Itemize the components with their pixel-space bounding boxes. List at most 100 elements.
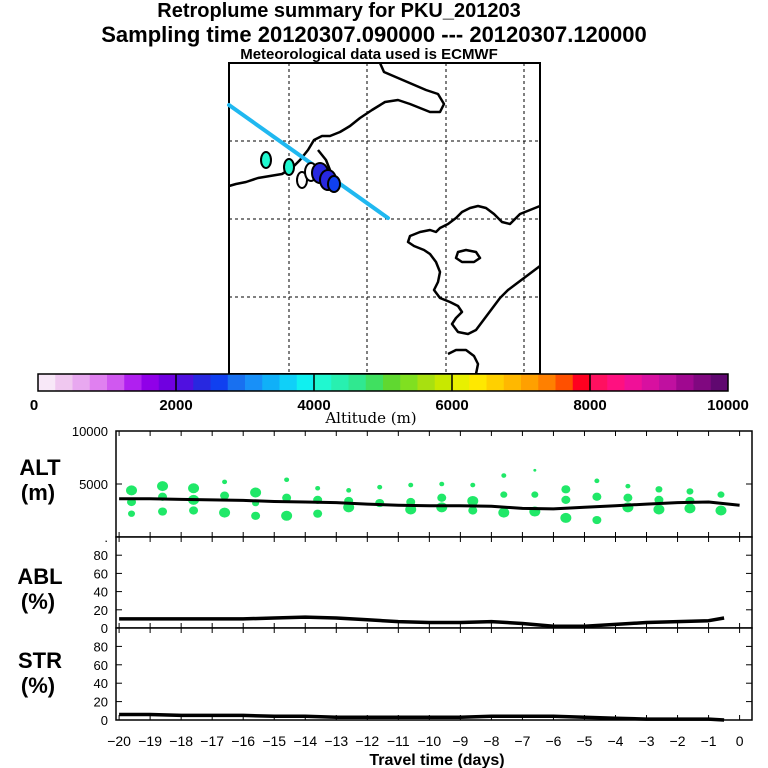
alt-point [126,485,138,496]
colorbar-swatch [365,374,384,391]
x-tick-label: −5 [576,733,592,749]
x-tick-label: −13 [324,733,348,749]
x-tick-label: −2 [670,733,686,749]
colorbar-swatch [38,374,56,391]
colorbar-frame [37,373,729,392]
alt-point [623,493,633,502]
x-tick-label: −3 [639,733,655,749]
y-tick-label: . [104,530,108,545]
alt-point [561,495,571,504]
x-tick-label: −17 [200,733,224,749]
x-tick-label: 0 [736,733,744,749]
alt-point [686,488,694,495]
x-tick-label: −11 [387,733,410,749]
colorbar-swatch [89,374,108,391]
panel-unit: (%) [21,673,55,698]
x-tick-label: −4 [608,733,624,749]
plume-blobs [260,151,341,193]
colorbar-swatch [486,374,505,391]
alt-point [533,468,537,472]
alt-point [219,507,231,518]
colorbar-swatch [607,374,625,391]
x-tick-label: −16 [231,733,255,749]
figure-title: Retroplume summary for PKU_201203 [157,0,521,22]
colorbar-swatch [400,374,418,391]
series-line [119,497,740,511]
y-tick-label: 0 [101,713,108,728]
alt-point [157,481,169,492]
alt-point [282,493,292,502]
colorbar-swatch [210,374,229,391]
alt-point [251,511,261,520]
panel-frame [115,430,753,538]
x-tick-label: −18 [169,733,193,749]
colorbar-swatch [124,374,142,391]
colorbar-swatch [503,374,522,391]
y-tick-label: 40 [94,585,108,600]
alt-panel: 10000 5000. ALT(m) [19,424,753,545]
alt-point [189,506,199,515]
colorbar-swatch [641,374,660,391]
colorbar-swatch [279,374,298,391]
panel-label: ABL [17,564,62,589]
colorbar-swatch [227,374,246,391]
colorbar-label: Altitude (m) [324,409,416,427]
panel-unit: (m) [21,480,55,505]
colorbar-swatch [417,374,436,391]
x-axis-label: Travel time (days) [369,752,504,768]
colorbar-tick-label: 8000 [573,397,606,414]
colorbar-swatch [331,374,349,391]
alt-point [128,510,136,517]
x-tick-label: −12 [355,733,379,749]
trajectory-line [227,103,390,220]
alt-point [594,478,600,484]
alt-point [715,505,727,516]
x-tick-label: −9 [452,733,468,749]
panel-unit: (%) [21,589,55,614]
colorbar-tick-label: 10000 [707,397,749,414]
colorbar-swatch [262,374,280,391]
alt-point [501,473,507,478]
y-tick-label: 20 [94,603,108,618]
colorbar-swatch [538,374,556,391]
panel-frame [115,627,753,721]
alt-point [220,491,230,500]
colorbar-tick-label: 6000 [435,397,468,414]
y-tick-label: 40 [94,676,108,691]
alt-point [377,484,383,490]
alt-point [313,509,323,518]
panel-frame [115,536,753,629]
alt-point [315,485,321,491]
colorbar-swatch [141,374,160,391]
alt-point [653,504,665,515]
x-tick-label: −14 [293,733,317,749]
x-tick-label: −8 [483,733,499,749]
panel-label: STR [18,648,62,673]
colorbar-swatch [521,374,539,391]
x-tick-label: −15 [262,733,286,749]
colorbar-swatch [193,374,211,391]
alt-point [467,495,479,506]
y-tick-label: 60 [94,566,108,581]
colorbar-tick-label: 2000 [159,397,192,414]
y-tick-label: 10000 [72,424,108,439]
colorbar-swatch [296,374,315,391]
colorbar-swatch [710,374,729,391]
colorbar-swatch [245,374,263,391]
alt-point [592,492,602,501]
y-tick-label: 80 [94,548,108,563]
alt-point [561,485,571,494]
y-tick-label: 60 [94,658,108,673]
alt-point [498,507,510,518]
alt-point [468,506,478,515]
colorbar-swatch [590,374,608,391]
colorbar-tick-label: 0 [30,397,38,414]
x-tick-label: −1 [701,733,717,749]
alt-point [439,481,445,487]
x-tick-label: −19 [138,733,162,749]
colorbar-swatch [383,374,401,391]
x-tick-label: −6 [545,733,561,749]
alt-point [470,482,476,488]
